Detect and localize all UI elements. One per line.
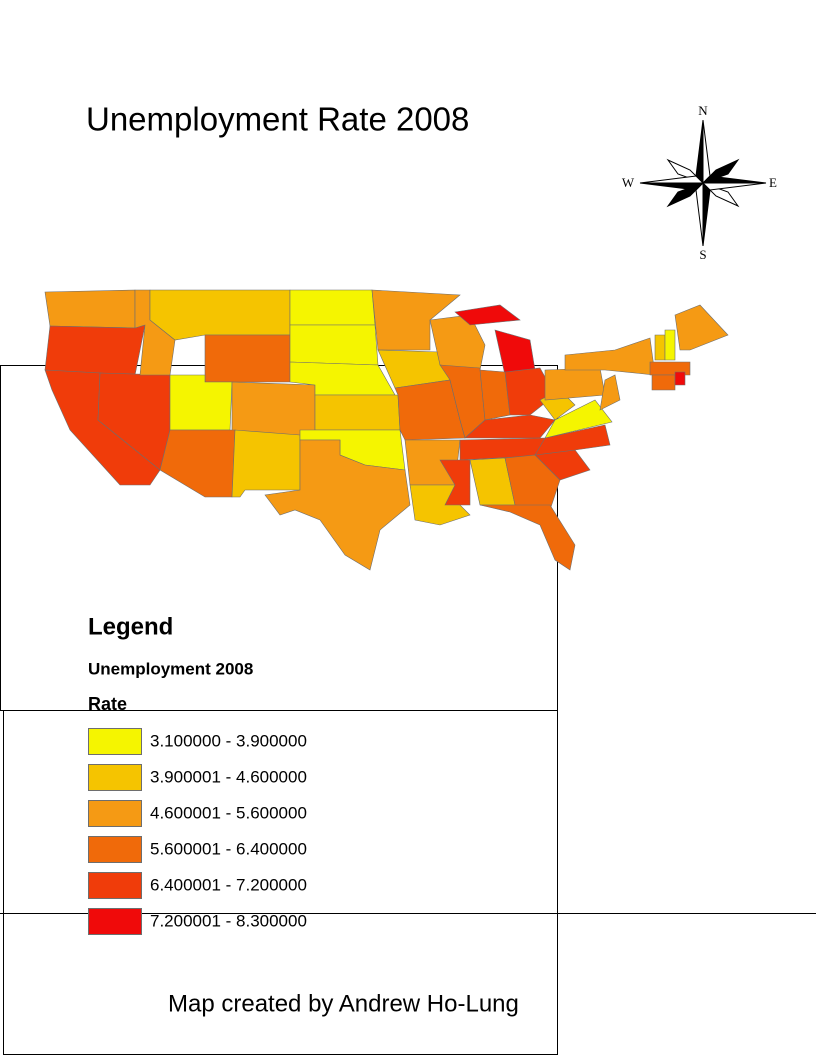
state [674, 371, 686, 386]
state [544, 367, 606, 401]
state [149, 289, 291, 341]
state [159, 429, 236, 498]
state [544, 399, 613, 439]
legend-label: 3.900001 - 4.600000 [150, 767, 307, 786]
state [479, 504, 576, 571]
state [231, 429, 301, 498]
state [534, 424, 611, 456]
state [674, 304, 729, 351]
state [494, 329, 536, 376]
compass-point [701, 182, 767, 191]
state [651, 374, 676, 391]
legend-label: 7.200001 - 8.300000 [150, 911, 307, 930]
legend-title: Legend [88, 613, 173, 640]
compass-point [702, 181, 711, 247]
state [204, 334, 291, 383]
compass-label: N [698, 103, 708, 118]
legend-swatch [88, 836, 142, 863]
legend-label: 4.600001 - 5.600000 [150, 803, 307, 822]
state [44, 324, 146, 376]
state [599, 374, 621, 411]
state [504, 454, 561, 511]
compass-rose [639, 119, 767, 247]
state [564, 337, 656, 376]
legend-swatch [88, 872, 142, 899]
legend-label: 6.400001 - 7.200000 [150, 875, 307, 894]
state [44, 289, 136, 329]
credit: Map created by Andrew Ho-Lung [168, 990, 519, 1017]
compass-point [701, 175, 767, 184]
state [439, 459, 471, 506]
state [289, 289, 376, 326]
state [314, 394, 401, 431]
state [664, 329, 676, 361]
compass-label: E [769, 175, 777, 190]
state [371, 289, 461, 351]
compass-point [639, 182, 705, 191]
compass-point [695, 119, 704, 185]
state [169, 374, 233, 431]
compass-label: S [699, 247, 706, 262]
state [464, 414, 556, 439]
legend-field: Rate [88, 694, 127, 714]
compass-point [702, 119, 711, 185]
state [454, 304, 521, 326]
legend-label: 5.600001 - 6.400000 [150, 839, 307, 858]
legend-swatch [88, 728, 142, 755]
legend-swatch [88, 800, 142, 827]
legend-label: 3.100000 - 3.900000 [150, 731, 307, 750]
legend-layer: Unemployment 2008 [88, 659, 253, 678]
compass-point [639, 175, 705, 184]
frame [3, 710, 558, 1055]
legend-swatch [88, 764, 142, 791]
legend-swatch [88, 908, 142, 935]
legend-items: 3.100000 - 3.900000 3.900001 - 4.600000 4.… [88, 728, 307, 935]
compass-point [695, 181, 704, 247]
state [289, 324, 379, 366]
state [264, 439, 411, 571]
states [44, 289, 729, 571]
map-title: Unemployment Rate 2008 [86, 101, 469, 138]
compass-label: W [622, 175, 635, 190]
state [654, 334, 666, 361]
